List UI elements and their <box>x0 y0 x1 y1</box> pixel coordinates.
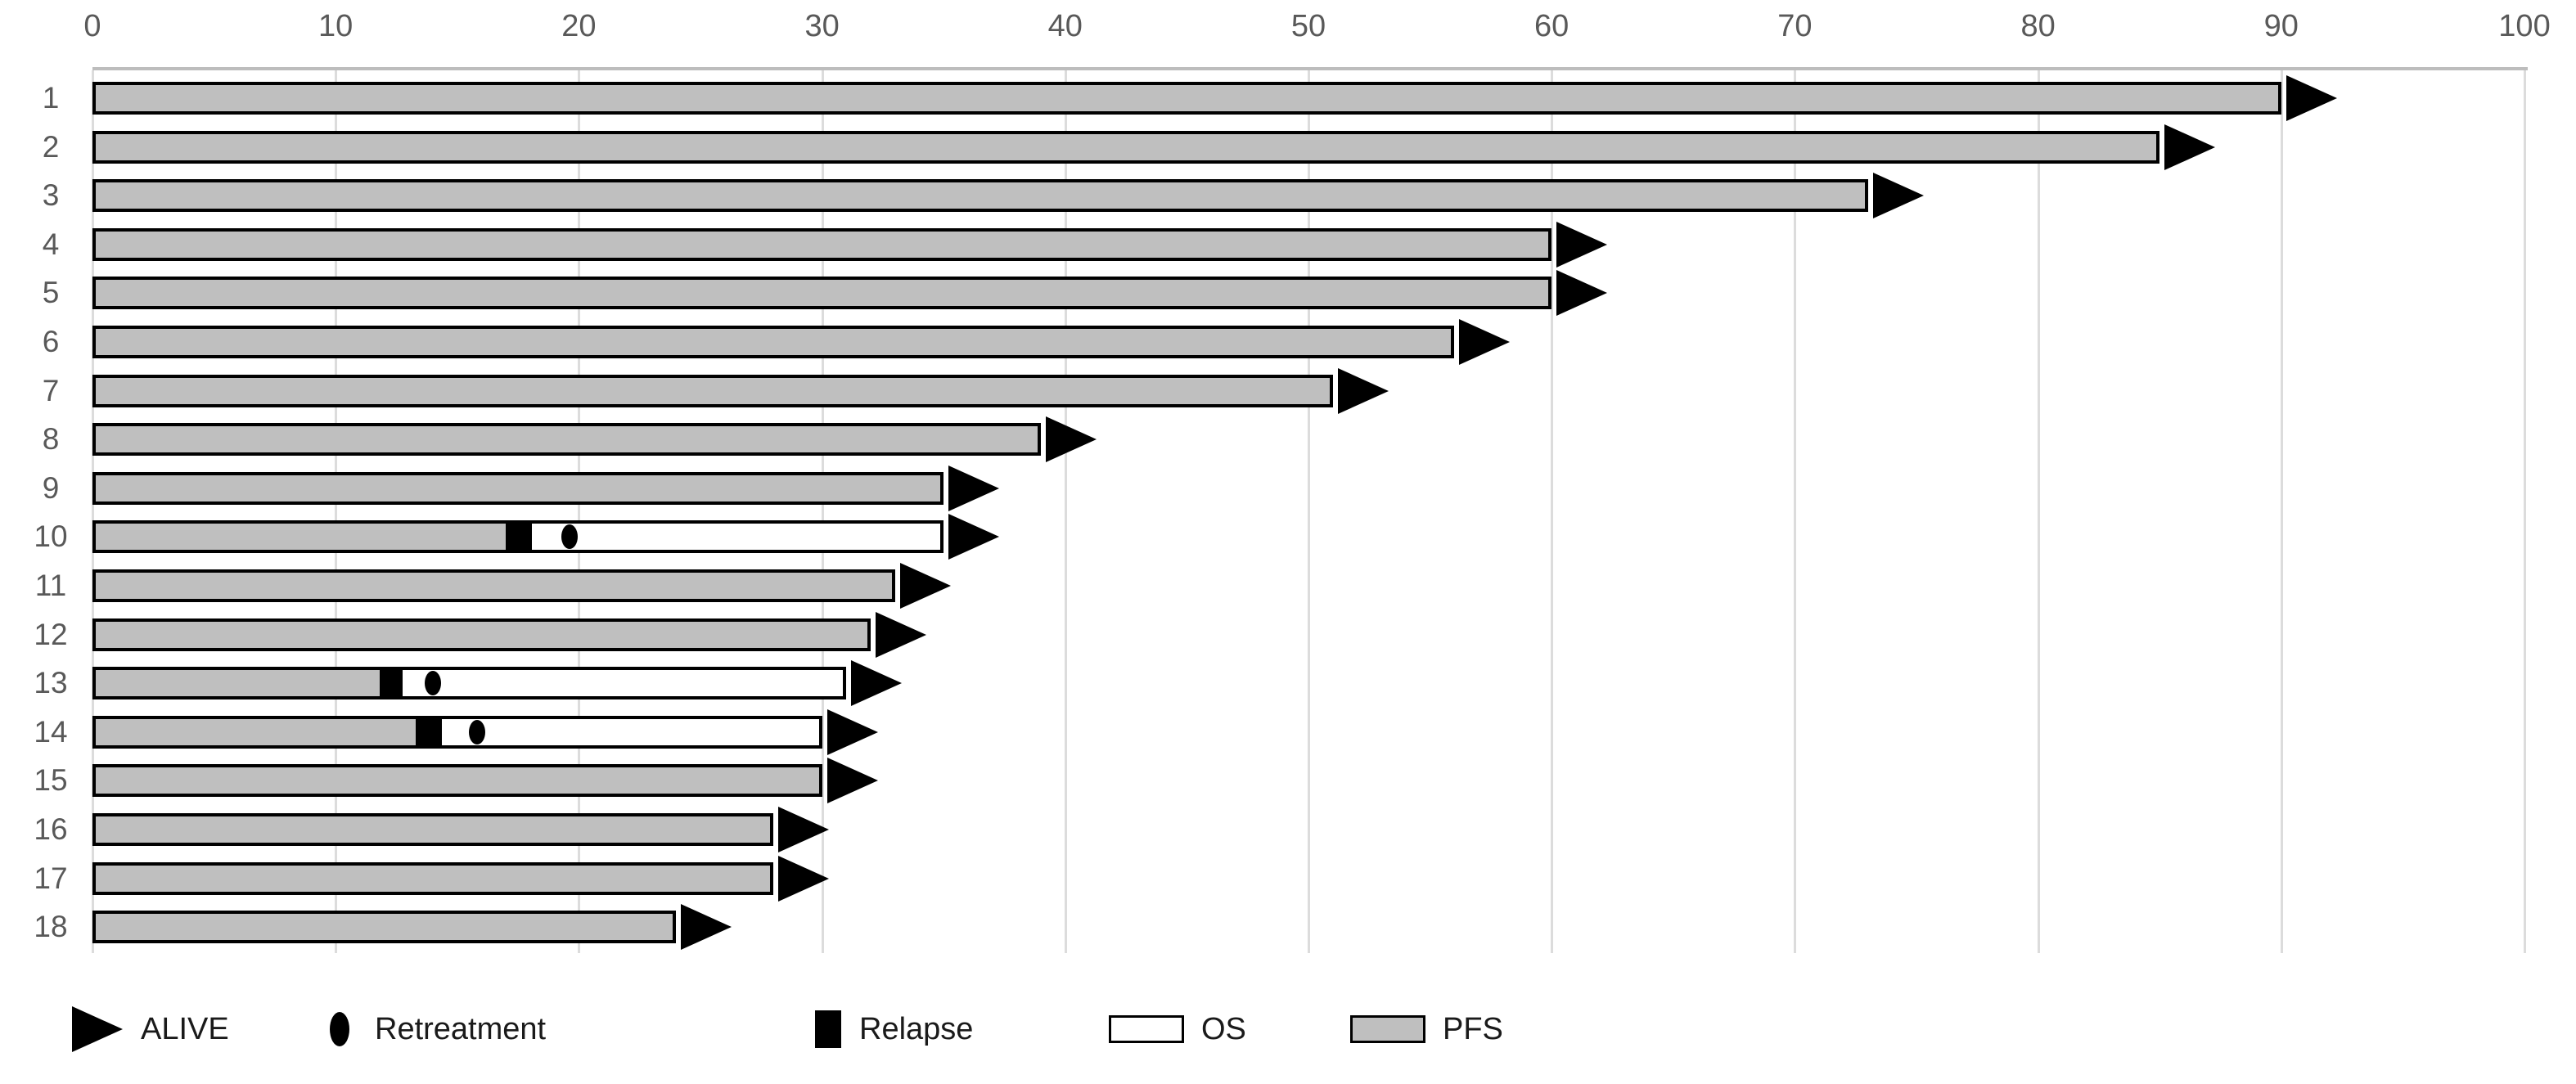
relapse-marker <box>379 670 403 697</box>
pfs-bar <box>92 277 1552 310</box>
alive-arrow <box>948 514 1000 560</box>
pfs-bar <box>92 911 677 944</box>
x-tick-label: 80 <box>2020 9 2056 43</box>
alive-arrow <box>2286 75 2337 121</box>
os-bar <box>92 667 847 700</box>
gridline <box>92 70 94 953</box>
alive-arrow <box>851 660 903 707</box>
pfs-bar <box>92 326 1455 358</box>
legend-label-alive: ALIVE <box>141 1012 229 1046</box>
patient-label: 13 <box>34 666 68 700</box>
pfs-segment <box>96 524 507 551</box>
alive-arrow <box>1872 173 1924 219</box>
os-bar <box>92 520 944 554</box>
pfs-bar <box>92 227 1552 261</box>
pfs-bar <box>92 423 1042 457</box>
pfs-bar <box>92 569 895 602</box>
gridline <box>2524 70 2526 953</box>
alive-arrow <box>1556 221 1608 268</box>
relapse-square-icon <box>815 1010 841 1048</box>
alive-arrow <box>778 807 830 852</box>
gridline <box>1551 70 1554 953</box>
gridline <box>578 70 581 953</box>
retreatment-marker <box>468 719 485 744</box>
retreatment-marker <box>561 524 578 550</box>
os-swatch-icon <box>1109 1015 1184 1043</box>
legend-label-pfs: PFS <box>1443 1012 1503 1046</box>
patient-label: 11 <box>34 569 67 602</box>
gridline <box>1308 70 1310 953</box>
gridline <box>1064 70 1067 953</box>
alive-arrow <box>1459 319 1511 365</box>
legend-label-relapse: Relapse <box>859 1012 974 1046</box>
pfs-bar <box>92 618 871 651</box>
pfs-bar <box>92 764 822 798</box>
pfs-segment <box>96 718 417 745</box>
pfs-bar <box>92 130 2160 164</box>
patient-label: 12 <box>34 617 68 651</box>
patient-label: 9 <box>42 470 60 505</box>
x-tick-label: 90 <box>2263 9 2299 43</box>
retreatment-marker <box>425 671 442 696</box>
retreatment-dot-icon <box>330 1012 349 1046</box>
gridline <box>2037 70 2040 953</box>
alive-arrow <box>899 563 951 609</box>
pfs-bar <box>92 471 944 505</box>
x-tick-label: 10 <box>318 9 354 43</box>
patient-label: 14 <box>34 714 68 749</box>
alive-arrow-icon <box>72 1006 123 1052</box>
relapse-marker <box>506 524 532 551</box>
gridline <box>335 70 338 953</box>
alive-arrow <box>1046 416 1097 463</box>
x-tick-label: 50 <box>1290 9 1326 43</box>
alive-arrow <box>826 708 878 755</box>
alive-arrow <box>948 465 1000 511</box>
patient-label: 5 <box>42 276 60 310</box>
patient-label: 2 <box>42 129 60 164</box>
patient-label: 18 <box>34 910 68 944</box>
legend-label-os: OS <box>1201 1012 1246 1046</box>
pfs-bar <box>92 861 774 895</box>
legend-label-retreatment: Retreatment <box>375 1012 547 1046</box>
patient-label: 17 <box>34 861 68 895</box>
x-tick-label: 70 <box>1777 9 1813 43</box>
alive-arrow <box>1337 367 1389 414</box>
pfs-swatch-icon <box>1350 1015 1425 1043</box>
x-tick-label: 30 <box>804 9 840 43</box>
patient-label: 3 <box>42 178 60 213</box>
pfs-segment <box>96 670 380 697</box>
patient-label: 16 <box>34 812 68 846</box>
alive-arrow <box>681 904 732 951</box>
x-tick-label: 40 <box>1047 9 1083 43</box>
relapse-marker <box>416 718 442 745</box>
alive-arrow <box>2164 124 2216 170</box>
x-tick-label: 0 <box>83 9 101 43</box>
pfs-bar <box>92 82 2281 115</box>
patient-label: 10 <box>34 520 68 554</box>
x-tick-label: 100 <box>2498 9 2551 43</box>
pfs-bar <box>92 374 1333 407</box>
patient-label: 4 <box>42 227 60 261</box>
gridline <box>2280 70 2283 953</box>
alive-arrow <box>1556 270 1608 317</box>
x-tick-label: 60 <box>1534 9 1569 43</box>
x-axis-line <box>92 67 2528 70</box>
os-bar <box>92 715 822 749</box>
patient-label: 8 <box>42 422 60 457</box>
patient-label: 7 <box>42 373 60 407</box>
alive-arrow <box>876 611 927 658</box>
gridline <box>821 70 824 953</box>
pfs-bar <box>92 813 774 846</box>
pfs-bar <box>92 179 1868 213</box>
alive-arrow <box>778 855 830 902</box>
gridline <box>1794 70 1797 953</box>
patient-label: 1 <box>42 81 60 115</box>
x-tick-label: 20 <box>561 9 597 43</box>
alive-arrow <box>826 758 878 804</box>
patient-label: 6 <box>42 325 60 358</box>
patient-label: 15 <box>34 763 68 798</box>
